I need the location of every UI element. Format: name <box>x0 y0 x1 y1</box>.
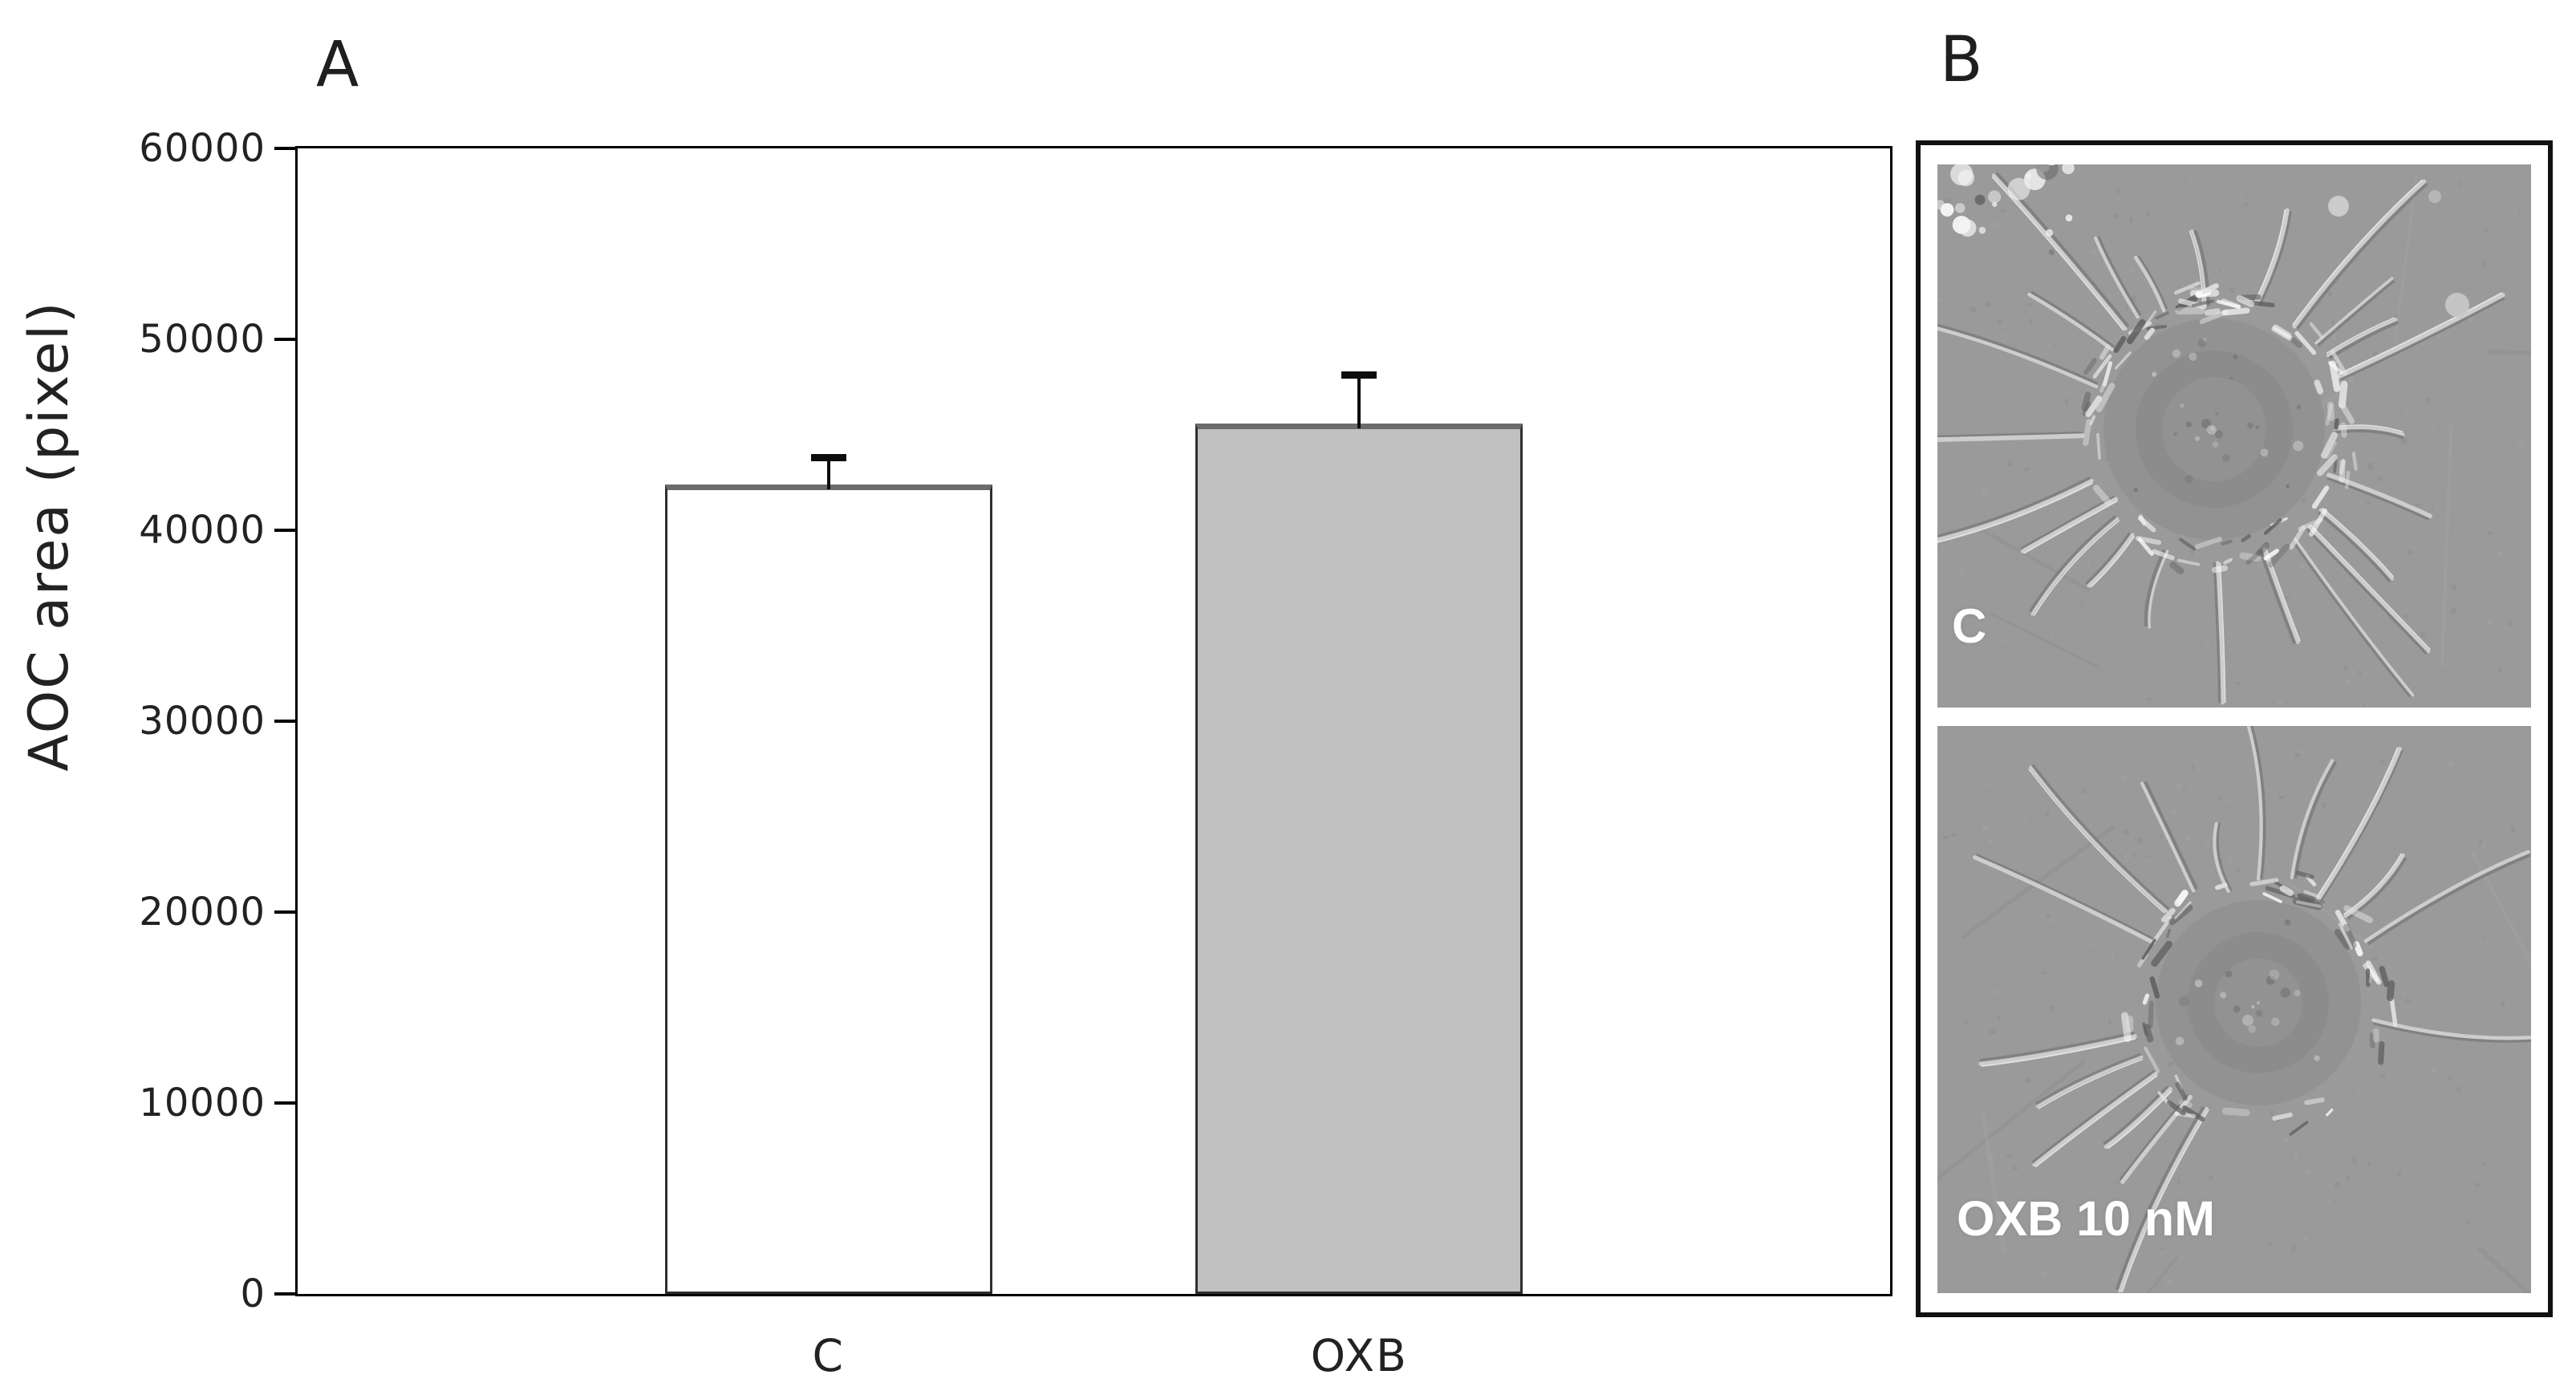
y-tick-label: 20000 <box>139 890 266 935</box>
y-tick-label: 30000 <box>139 699 266 744</box>
micrograph-oxb-image <box>1937 726 2531 1293</box>
y-tick-label: 10000 <box>139 1081 266 1125</box>
y-tick-mark <box>274 1101 295 1105</box>
y-tick-mark <box>274 1292 295 1296</box>
panel-a-label: A <box>316 29 359 101</box>
bar-c <box>664 484 992 1294</box>
bar-oxb <box>1195 423 1523 1294</box>
panel-b: C OXB 10 nM <box>1916 140 2553 1317</box>
error-bar-cap-c <box>810 453 846 461</box>
y-tick-mark <box>274 529 295 532</box>
micrograph-control: C <box>1937 164 2531 708</box>
error-bar-cap-oxb <box>1341 371 1377 379</box>
y-tick-label: 50000 <box>139 317 266 362</box>
error-bar-stem-oxb <box>1357 371 1361 428</box>
y-tick-mark <box>274 910 295 914</box>
panel-b-label: B <box>1940 24 1983 96</box>
micrograph-control-label: C <box>1952 599 1987 653</box>
y-tick-mark <box>274 720 295 723</box>
error-bar-stem-c <box>826 453 830 489</box>
micrograph-control-image <box>1937 164 2531 708</box>
x-label-c: C <box>812 1330 845 1381</box>
x-label-oxb: OXB <box>1310 1330 1408 1381</box>
y-tick-mark <box>274 338 295 341</box>
micrograph-oxb: OXB 10 nM <box>1937 726 2531 1293</box>
y-tick-mark <box>274 147 295 150</box>
micrograph-oxb-label: OXB 10 nM <box>1957 1191 2216 1246</box>
y-tick-label: 0 <box>240 1271 266 1316</box>
plot-area: 0 10000 20000 30000 40000 50000 60000 C OXB <box>139 126 1892 1381</box>
y-tick-label: 60000 <box>139 126 266 171</box>
y-tick-label: 40000 <box>139 508 266 553</box>
